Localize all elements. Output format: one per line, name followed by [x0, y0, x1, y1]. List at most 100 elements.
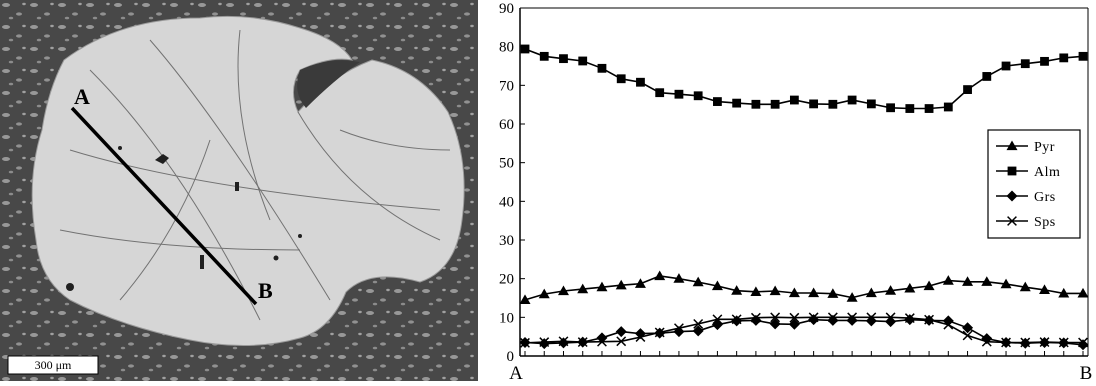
data-point-pyr [885, 285, 897, 295]
data-point-alm [539, 51, 549, 61]
data-point-grs [769, 318, 781, 330]
data-point-alm [732, 98, 742, 108]
data-point-pyr [962, 276, 974, 286]
data-point-sps [789, 312, 800, 323]
data-point-grs [788, 318, 800, 330]
legend-marker-pyr [1006, 140, 1018, 151]
data-point-grs [1077, 339, 1089, 351]
data-point-alm [578, 56, 588, 66]
y-tick-label: 70 [499, 78, 514, 94]
data-point-alm [847, 95, 857, 105]
y-tick-label: 30 [499, 233, 514, 249]
data-point-sps [635, 332, 646, 342]
chart-axes: 0 10 20 30 40 50 60 70 80 90 A B [499, 1, 1093, 384]
data-point-grs [596, 332, 608, 344]
data-point-alm [809, 99, 819, 109]
series-layer [519, 44, 1089, 351]
data-point-pyr [942, 275, 954, 285]
x-end-label: B [1080, 363, 1093, 381]
legend-marker-grs [1006, 190, 1018, 202]
data-point-grs [731, 315, 743, 327]
data-point-grs [942, 315, 954, 327]
data-point-pyr [923, 280, 935, 291]
data-point-alm [1001, 61, 1011, 71]
data-point-pyr [692, 276, 704, 287]
data-point-pyr [615, 279, 627, 290]
y-tick-label: 40 [499, 194, 514, 210]
data-point-grs [750, 314, 762, 326]
data-point-pyr [596, 281, 608, 292]
data-point-alm [655, 88, 665, 98]
garnet-grain [31, 15, 465, 347]
y-tick-label: 20 [499, 272, 514, 288]
data-point-alm [520, 44, 530, 54]
data-point-sps [962, 330, 973, 341]
series-line-sps [524, 316, 1083, 344]
data-point-alm [559, 54, 568, 64]
data-point-sps [654, 327, 665, 338]
data-point-pyr [750, 286, 762, 296]
data-point-alm [1020, 59, 1030, 69]
data-point-pyr [654, 270, 666, 281]
data-point-sps [539, 337, 550, 348]
data-point-sps [1001, 337, 1011, 348]
data-point-alm [866, 99, 876, 109]
y-tick-label: 50 [499, 156, 514, 172]
data-point-sps [866, 312, 877, 323]
series-pyr [519, 270, 1089, 305]
data-point-alm [982, 72, 992, 81]
data-point-sps [750, 312, 761, 323]
data-point-sps [770, 312, 781, 323]
data-point-sps [674, 323, 684, 334]
chart-svg: 0 10 20 30 40 50 60 70 80 90 A B Pyr Alm Grs Sps [499, 1, 1093, 384]
data-point-grs [808, 314, 820, 326]
data-point-alm [1059, 53, 1069, 63]
legend-label-alm: Alm [1034, 165, 1060, 180]
legend-label-sps: Sps [1034, 215, 1056, 230]
data-point-alm [674, 89, 684, 99]
series-line-alm [524, 48, 1084, 110]
data-point-pyr [634, 278, 646, 288]
legend: Pyr Alm Grs Sps [987, 129, 1081, 239]
data-point-pyr [1058, 287, 1070, 298]
scale-bar [7, 355, 99, 375]
data-point-grs [904, 314, 916, 326]
legend-label-pyr: Pyr [1034, 140, 1055, 155]
data-point-sps [558, 336, 569, 347]
data-point-pyr [981, 276, 993, 286]
data-point-grs [615, 326, 627, 338]
data-point-pyr [1019, 281, 1031, 292]
data-point-sps [577, 337, 588, 348]
data-point-grs [538, 338, 550, 350]
composition-chart: 0 10 20 30 40 50 60 70 80 90 A B Pyr Alm Grs Sps [478, 0, 1096, 384]
data-point-sps [847, 312, 858, 323]
data-point-alm [636, 77, 645, 87]
data-point-pyr [904, 282, 916, 293]
data-point-alm [963, 85, 972, 94]
data-point-pyr [577, 283, 589, 294]
data-point-alm [828, 99, 838, 109]
data-point-pyr [788, 287, 800, 298]
data-point-grs [885, 316, 897, 328]
data-point-sps [943, 319, 954, 330]
data-point-grs [692, 325, 704, 337]
y-tick-label: 0 [507, 349, 515, 365]
data-point-alm [1040, 56, 1049, 66]
data-point-alm [713, 97, 722, 106]
data-point-sps [885, 312, 896, 323]
data-point-pyr [769, 285, 781, 296]
data-point-alm [597, 63, 607, 73]
data-point-sps [1039, 337, 1050, 348]
data-point-pyr [673, 273, 685, 283]
series-line-pyr [524, 275, 1083, 301]
data-point-pyr [1039, 284, 1051, 295]
data-point-pyr [808, 287, 820, 298]
data-point-sps [904, 313, 915, 324]
data-point-sps [597, 336, 607, 347]
y-tick-label: 60 [499, 117, 514, 133]
profile-end-label: B [258, 278, 273, 303]
y-tick-label: 10 [499, 310, 514, 326]
data-point-grs [962, 322, 974, 334]
data-point-alm [789, 95, 799, 105]
data-point-pyr [731, 285, 743, 295]
